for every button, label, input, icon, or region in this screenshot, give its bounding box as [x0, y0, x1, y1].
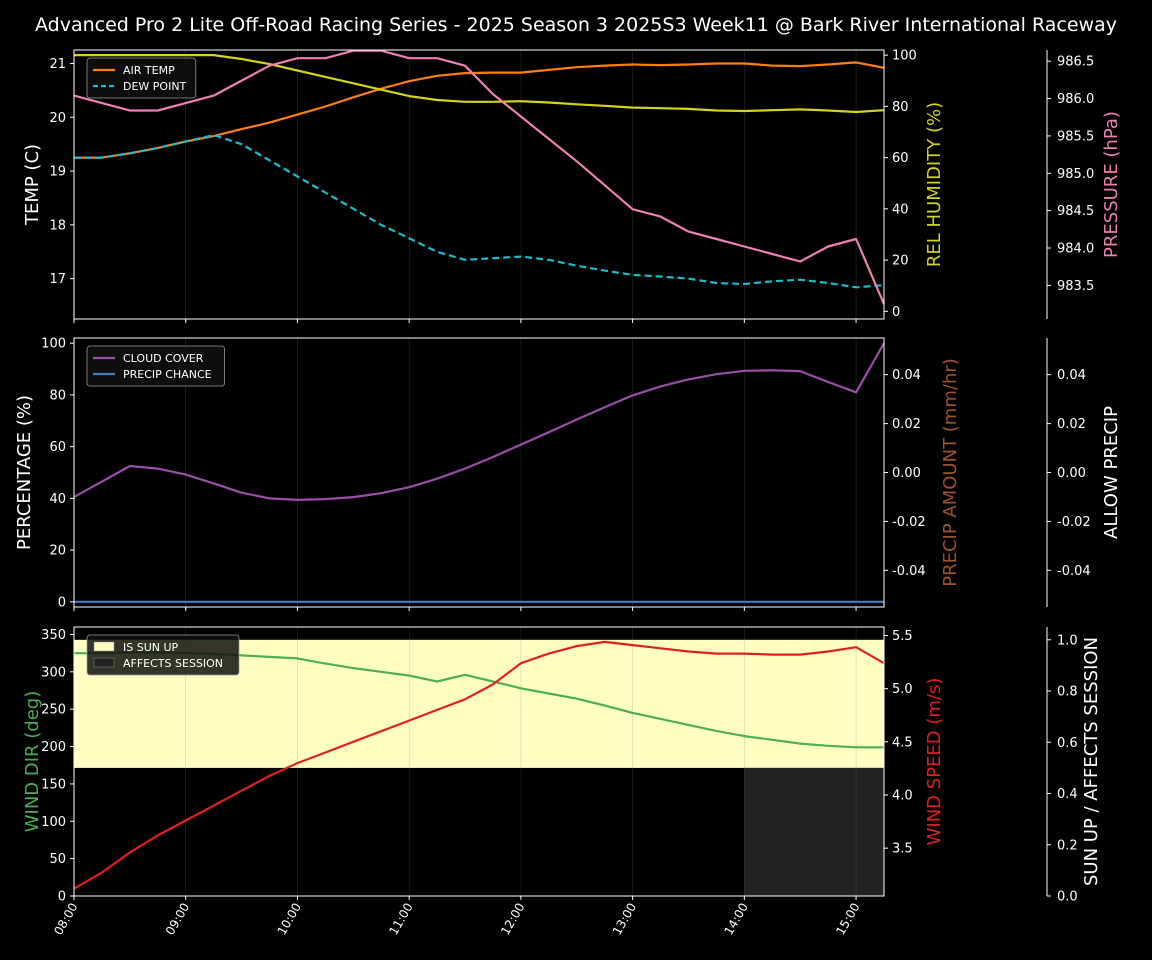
legend-swatch — [93, 641, 115, 652]
y3-tick-label: 985.5 — [1057, 129, 1094, 144]
y2-tick-label: 60 — [892, 151, 909, 166]
y2-tick-label: 0.02 — [892, 417, 921, 432]
y3-axis-label: PRESSURE (hPa) — [1101, 111, 1122, 258]
legend-label: AFFECTS SESSION — [123, 657, 223, 670]
y3-tick-label: -0.04 — [1057, 564, 1091, 579]
series-line-pressure — [73, 49, 886, 305]
x-tick-label: 11:00 — [386, 901, 415, 938]
y3-tick-label: 0.2 — [1057, 838, 1078, 853]
y-tick-label: 20 — [49, 111, 66, 126]
y3-axis-label: ALLOW PRECIP — [1101, 406, 1122, 539]
legend-box — [86, 634, 240, 676]
y2-axis-label: PRECIP AMOUNT (mm/hr) — [940, 358, 961, 587]
y-tick-label: 250 — [41, 703, 66, 718]
y3-axis-label: SUN UP / AFFECTS SESSION — [1081, 637, 1102, 886]
y3-tick-label: -0.02 — [1057, 515, 1091, 530]
plot-area — [74, 50, 884, 319]
y2-tick-label: 5.5 — [892, 629, 913, 644]
y3-tick-label: 0.02 — [1057, 417, 1086, 432]
y-tick-label: 100 — [41, 337, 66, 352]
y3-tick-label: 984.0 — [1057, 242, 1094, 257]
y2-tick-label: 0.04 — [892, 368, 921, 383]
y2-tick-label: 4.5 — [892, 735, 913, 750]
x-tick-label: 10:00 — [275, 901, 304, 938]
y2-tick-label: 3.5 — [892, 842, 913, 857]
y3-tick-label: 984.5 — [1057, 204, 1094, 219]
y2-axis-label: REL HUMIDITY (%) — [924, 102, 945, 267]
legend-label: PRECIP CHANCE — [123, 368, 212, 381]
y-tick-label: 0 — [58, 595, 66, 610]
y-tick-label: 80 — [49, 388, 66, 403]
series-line-cloud-cover — [73, 342, 885, 501]
legend-label: DEW POINT — [123, 80, 187, 93]
y-axis-label: TEMP (C) — [22, 144, 43, 226]
y-tick-label: 17 — [49, 272, 66, 287]
band — [744, 767, 884, 896]
y2-tick-label: 40 — [892, 202, 909, 217]
series-line-rel-humidity — [74, 53, 885, 114]
y3-tick-label: 0.0 — [1057, 890, 1078, 905]
chart-title: Advanced Pro 2 Lite Off-Road Racing Seri… — [35, 14, 1117, 36]
y3-tick-label: 0.8 — [1057, 685, 1078, 700]
y-tick-label: 150 — [41, 777, 66, 792]
y2-tick-label: -0.04 — [892, 564, 926, 579]
legend-box — [86, 345, 226, 387]
y3-tick-label: 0.6 — [1057, 736, 1078, 751]
panel-3: 0 50 100 150 200 250 300 350 3.5 4.0 4.5 5.0 5.5 0.0 0… — [22, 626, 1102, 938]
y-tick-label: 60 — [49, 440, 66, 455]
y3-tick-label: 0.04 — [1057, 368, 1086, 383]
y2-tick-label: 5.0 — [892, 682, 913, 697]
y-tick-label: 21 — [49, 57, 66, 72]
panel-1: 17 18 19 20 21 0 20 40 60 80 100 983.5 984.0 984.5 985… — [22, 49, 1122, 323]
y-tick-label: 40 — [49, 492, 66, 507]
y2-axis-label: WIND SPEED (m/s) — [924, 678, 945, 846]
x-tick-label: 08:00 — [51, 901, 80, 938]
y-tick-label: 300 — [41, 665, 66, 680]
y3-tick-label: 0.00 — [1057, 466, 1086, 481]
y3-tick-label: 986.0 — [1057, 92, 1094, 107]
x-tick-label: 09:00 — [163, 901, 192, 938]
plot-frame — [73, 626, 885, 897]
legend-label: CLOUD COVER — [123, 352, 204, 365]
y-tick-label: 200 — [41, 740, 66, 755]
y-tick-label: 20 — [49, 544, 66, 559]
legend-label: AIR TEMP — [123, 64, 175, 77]
y-tick-label: 100 — [41, 815, 66, 830]
y2-tick-label: 0 — [892, 305, 900, 320]
y-tick-label: 350 — [41, 628, 66, 643]
x-tick-label: 12:00 — [498, 901, 527, 938]
y3-tick-label: 0.4 — [1057, 787, 1078, 802]
y3-tick-label: 983.5 — [1057, 279, 1094, 294]
y3-tick-label: 986.5 — [1057, 55, 1094, 70]
x-tick-label: 13:00 — [610, 901, 639, 938]
plot-frame — [73, 49, 885, 320]
legend-box — [86, 57, 197, 99]
y3-tick-label: 985.0 — [1057, 167, 1094, 182]
x-tick-label: 15:00 — [833, 901, 862, 938]
y-tick-label: 0 — [58, 890, 66, 905]
y-tick-label: 18 — [49, 218, 66, 233]
y-tick-label: 50 — [49, 852, 66, 867]
y2-tick-label: 4.0 — [892, 788, 913, 803]
y2-tick-label: 0.00 — [892, 466, 921, 481]
y-axis-label: PERCENTAGE (%) — [14, 395, 35, 550]
y2-tick-label: 100 — [892, 49, 917, 64]
y2-tick-label: 80 — [892, 100, 909, 115]
y3-tick-label: 1.0 — [1057, 633, 1078, 648]
legend-label: IS SUN UP — [123, 641, 179, 654]
panel-2: 0 20 40 60 80 100 -0.04 -0.02 0.00 0.02 0.04 -0.04 -… — [14, 337, 1122, 611]
y2-tick-label: -0.02 — [892, 515, 926, 530]
y2-tick-label: 20 — [892, 254, 909, 269]
y-tick-label: 19 — [49, 165, 66, 180]
legend-swatch — [93, 657, 115, 668]
series-line-dew-point — [74, 133, 885, 289]
y-axis-label: WIND DIR (deg) — [22, 691, 43, 833]
x-tick-label: 14:00 — [722, 901, 751, 938]
series-line-wind-speed — [73, 640, 885, 890]
